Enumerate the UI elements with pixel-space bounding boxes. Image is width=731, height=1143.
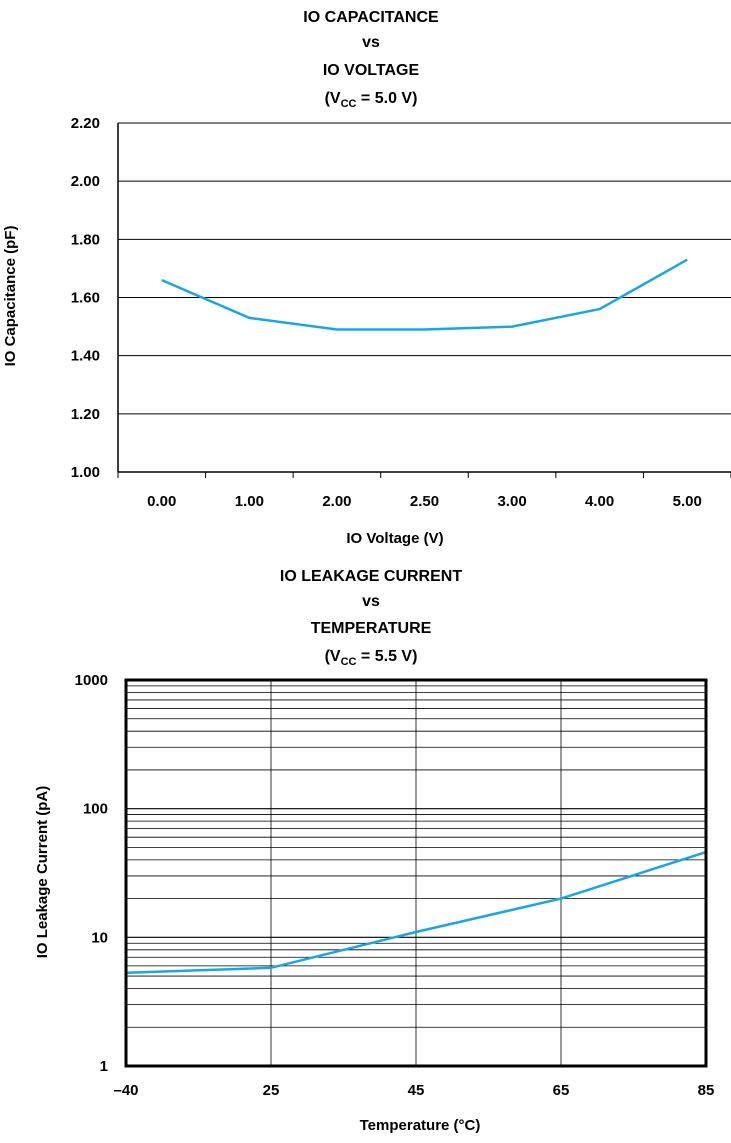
chart2-y-tick-label: 100 [83,801,108,818]
chart2-title-line2: vs [362,593,380,610]
chart1-condition-sub: CC [341,98,357,110]
chart1-title-line1: IO CAPACITANCE [303,9,439,26]
chart1-y-tick-label: 2.00 [71,173,100,190]
chart1-x-tick-label: 1.00 [235,493,264,510]
chart1-x-axis-label: IO Voltage (V) [346,530,443,547]
chart2-series-line [125,850,707,975]
chart2-condition-sub: CC [341,656,357,668]
chart1-x-tick-label: 4.00 [585,493,614,510]
chart1-condition-suffix: = 5.0 V) [356,90,417,107]
chart1-x-tick-labels: 0.00 1.00 2.00 2.50 3.00 4.00 5.00 [147,493,702,510]
chart1-x-tick-label: 3.00 [497,493,526,510]
chart1-y-tick-label: 1.20 [71,406,100,423]
chart2-x-tick-label: 45 [408,1082,425,1099]
chart2-condition-prefix: (V [325,648,341,665]
chart2-x-tick-label: 85 [698,1082,715,1099]
chart1-x-tick-label: 5.00 [673,493,702,510]
chart2-y-tick-label: 1 [100,1058,108,1075]
chart1-y-tick-label: 1.60 [71,290,100,307]
chart2-y-tick-label: 1000 [75,672,108,689]
chart1-condition-prefix: (V [325,90,341,107]
chart1-axes [117,123,731,478]
chart2-x-tick-label: –40 [113,1082,138,1099]
chart2-condition-suffix: = 5.5 V) [356,648,417,665]
chart1-series-line [161,258,688,331]
chart2-condition: (VCC = 5.5 V) [325,648,418,668]
chart1-condition: (VCC = 5.0 V) [325,90,418,110]
chart1-y-tick-label: 2.20 [71,115,100,132]
chart2-x-tick-labels: –40 25 45 65 85 [113,1082,714,1099]
chart2-x-tick-label: 25 [263,1082,280,1099]
chart2-x-axis-label: Temperature (°C) [360,1117,481,1134]
chart1-y-tick-label: 1.40 [71,348,100,365]
chart2-x-tick-label: 65 [553,1082,570,1099]
chart1-y-tick-label: 1.00 [71,464,100,481]
chart2-y-axis-label: IO Leakage Current (pA) [34,786,51,959]
chart1-x-tick-label: 2.50 [410,493,439,510]
chart1-y-axis-label: IO Capacitance (pF) [2,226,19,367]
chart2-plot-frame [124,678,708,1068]
chart2-y-tick-labels: 1 10 100 1000 [75,672,108,1075]
chart2-grid [126,680,706,1066]
chart1-title-line2: vs [362,34,380,51]
chart2-title-line3: TEMPERATURE [311,620,432,637]
chart1-title-line3: IO VOLTAGE [323,62,420,79]
chart1-x-tick-label: 0.00 [147,493,176,510]
chart1-x-tick-label: 2.00 [322,493,351,510]
chart1-y-tick-label: 1.80 [71,231,100,248]
chart2-y-tick-label: 10 [91,929,108,946]
chart2-title-line1: IO LEAKAGE CURRENT [280,568,462,585]
chart1-grid [118,122,731,415]
chart1-y-tick-labels: 1.00 1.20 1.40 1.60 1.80 2.00 2.20 [71,115,100,481]
